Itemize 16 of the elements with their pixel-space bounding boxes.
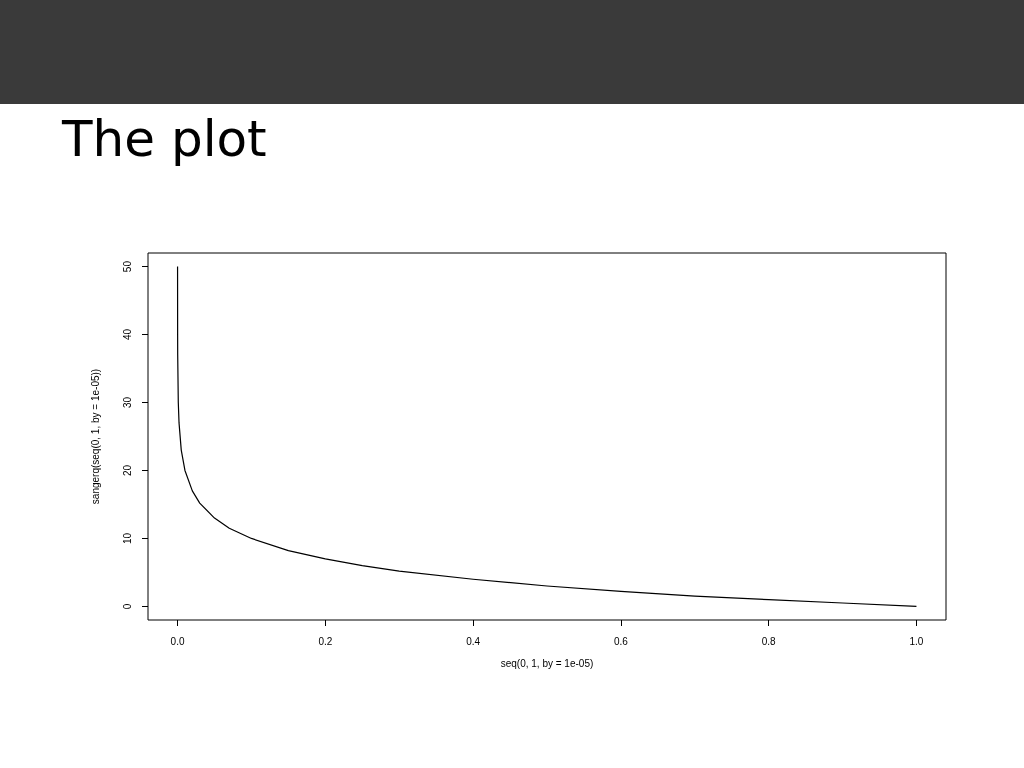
y-tick-label: 40 [121,328,133,341]
y-tick-label: 10 [121,532,133,545]
y-tick-label: 50 [121,260,133,273]
x-axis-title: seq(0, 1, by = 1e-05) [500,657,594,669]
y-tick-label: 0 [121,603,133,610]
y-tick-label: 30 [121,396,133,409]
chart-title: The plot [62,110,267,168]
x-tick-label: 1.0 [909,635,924,647]
x-tick-label: 0.4 [466,635,481,647]
x-tick-label: 0.6 [613,635,629,647]
line-series [176,265,918,608]
x-tick-label: 0.0 [170,635,185,647]
y-tick-label: 20 [121,464,133,477]
x-tick-label: 0.2 [318,635,333,647]
x-tick-label: 0.8 [761,635,777,647]
y-axis-title: sangerq(seq(0, 1, by = 1e-05)) [89,368,101,505]
